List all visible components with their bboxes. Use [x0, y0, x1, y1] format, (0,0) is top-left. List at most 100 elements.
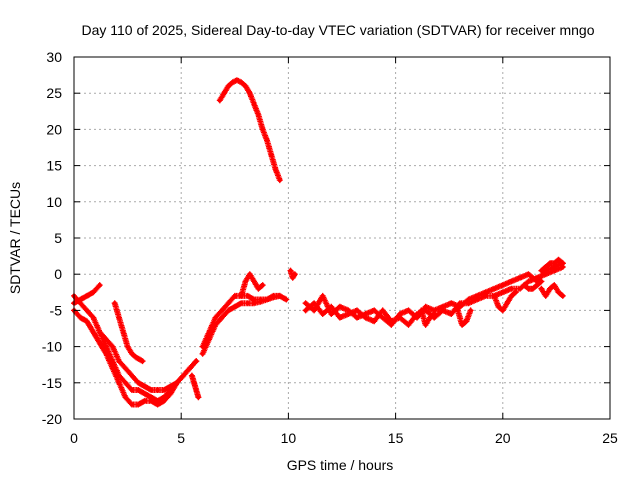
- data-point: [466, 300, 471, 306]
- data-point: [264, 138, 270, 143]
- data-point: [239, 293, 244, 299]
- data-point: [560, 293, 566, 299]
- y-tick-label: 20: [46, 121, 62, 137]
- data-point: [194, 387, 199, 393]
- data-point: [397, 311, 403, 317]
- data-point: [389, 322, 394, 328]
- data-point: [284, 297, 289, 302]
- data-point: [206, 329, 212, 335]
- data-point: [534, 282, 540, 288]
- data-point: [110, 358, 115, 364]
- data-point: [423, 304, 428, 309]
- data-point: [245, 293, 250, 299]
- series-track-11: [287, 267, 298, 281]
- data-point: [431, 311, 437, 317]
- data-point: [97, 340, 102, 346]
- data-point: [219, 308, 225, 313]
- data-point: [277, 293, 283, 299]
- data-point: [509, 293, 514, 299]
- data-point: [303, 300, 308, 306]
- data-point: [116, 373, 122, 378]
- data-point: [232, 304, 237, 309]
- data-point: [245, 300, 250, 306]
- data-point: [181, 373, 186, 378]
- data-point: [123, 380, 128, 385]
- data-point: [509, 286, 514, 291]
- data-point: [457, 300, 463, 306]
- data-point: [123, 366, 128, 371]
- data-point: [517, 275, 523, 281]
- data-point: [121, 329, 126, 335]
- data-point: [354, 308, 360, 313]
- data-point: [219, 315, 225, 320]
- data-point: [371, 319, 377, 324]
- data-point: [440, 304, 445, 309]
- data-point: [191, 380, 197, 385]
- data-point: [256, 112, 261, 118]
- data-point: [337, 315, 343, 320]
- data-point: [440, 308, 445, 313]
- data-point: [427, 315, 433, 320]
- y-tick-label: -15: [42, 375, 62, 391]
- data-point: [455, 308, 460, 313]
- x-tick-label: 25: [602, 430, 618, 446]
- data-point: [431, 308, 437, 313]
- data-point: [217, 98, 222, 103]
- y-tick-label: 0: [54, 266, 62, 282]
- y-tick-label: 15: [46, 158, 62, 174]
- x-tick-label: 0: [70, 430, 78, 446]
- x-tick-label: 20: [495, 430, 511, 446]
- data-point: [311, 308, 317, 313]
- data-point: [155, 387, 160, 393]
- data-point: [526, 286, 531, 291]
- data-point: [129, 387, 135, 393]
- data-point: [414, 311, 420, 317]
- data-point: [522, 282, 527, 288]
- data-point: [200, 344, 205, 349]
- data-point: [504, 300, 510, 306]
- data-point: [363, 315, 368, 320]
- data-point: [142, 384, 147, 389]
- y-tick-label: 30: [46, 49, 62, 65]
- data-point: [543, 272, 548, 277]
- data-point: [256, 286, 261, 291]
- data-point: [320, 311, 325, 317]
- data-point: [459, 322, 465, 328]
- data-point: [251, 297, 257, 302]
- data-point: [136, 402, 141, 407]
- data-point: [243, 83, 248, 89]
- series-track-5: [111, 300, 146, 365]
- data-series: [71, 77, 566, 408]
- data-point: [526, 279, 531, 284]
- data-point: [513, 290, 518, 295]
- data-point: [552, 268, 557, 273]
- data-point: [517, 286, 523, 291]
- data-point: [552, 282, 557, 288]
- data-point: [129, 351, 135, 357]
- data-point: [560, 264, 566, 270]
- x-tick-label: 10: [281, 430, 297, 446]
- data-point: [226, 83, 231, 89]
- data-point: [468, 308, 473, 313]
- data-point: [288, 268, 293, 273]
- data-point: [247, 91, 253, 96]
- series-track-19: [538, 256, 566, 274]
- data-point: [189, 373, 195, 378]
- series-track-14: [418, 307, 438, 328]
- data-point: [258, 297, 263, 302]
- data-point: [232, 293, 237, 299]
- series-track-10: [216, 77, 283, 184]
- data-point: [303, 308, 308, 313]
- data-point: [260, 282, 265, 288]
- data-point: [196, 395, 201, 400]
- data-point: [230, 80, 235, 85]
- data-point: [500, 290, 505, 295]
- data-point: [91, 329, 96, 335]
- data-point: [483, 290, 488, 295]
- data-point: [539, 279, 544, 284]
- data-point: [543, 293, 548, 299]
- series-track-18: [538, 282, 566, 299]
- data-point: [136, 380, 141, 385]
- data-point: [371, 308, 377, 313]
